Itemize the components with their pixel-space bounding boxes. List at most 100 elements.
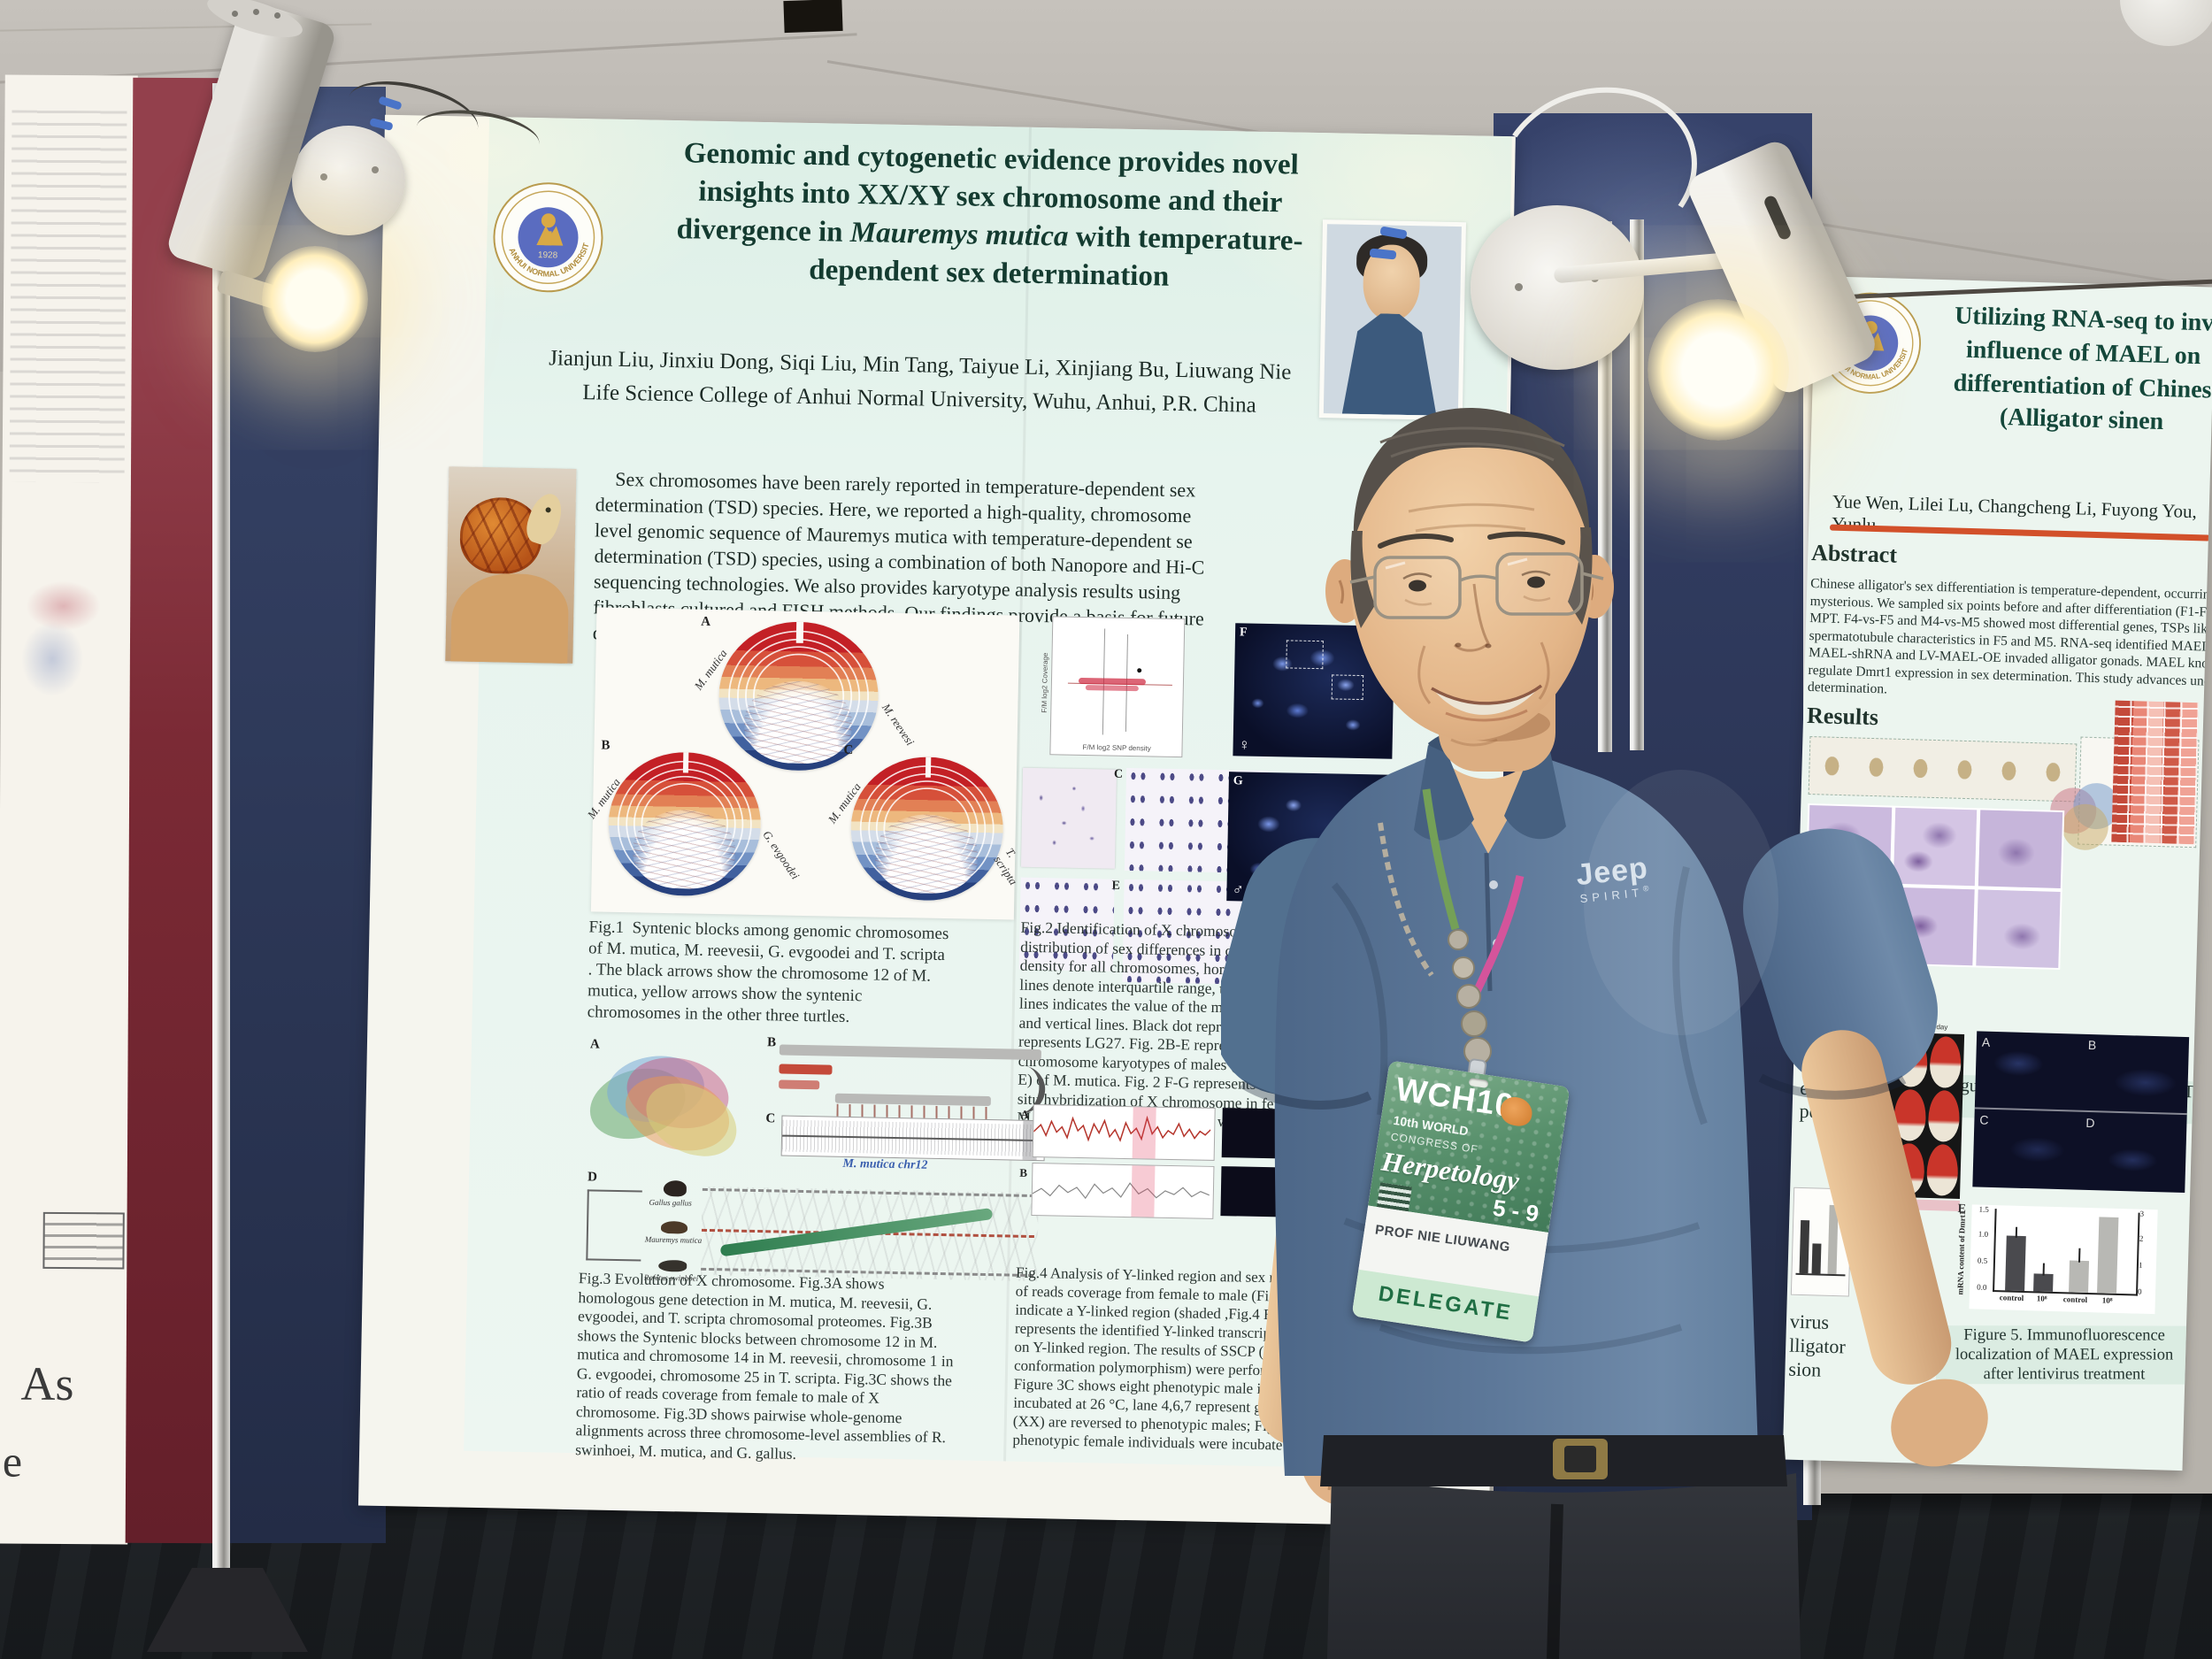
fig1-letter-a: A (701, 614, 711, 629)
poster-title: Genomic and cytogenetic evidence provide… (643, 134, 1336, 299)
title-line3c: with temperature- (1068, 220, 1303, 257)
main-poster: ANHUI NORMAL UNIVERSITY 1928 Genomic and… (357, 114, 1516, 1527)
left-pole (212, 83, 230, 1587)
fig4-trace-a (1033, 1115, 1211, 1142)
conference-badge: WCH10 10th WORLD CONGRESS OF Herpetology… (1351, 1060, 1571, 1343)
fig4-a-band (1132, 1107, 1156, 1159)
fig1-caption: Fig.1 Syntenic blocks among genomic chro… (587, 918, 949, 1026)
fig2-scatter-panel: F/M log2 Coverage F/M log2 SNP density (1041, 616, 1186, 758)
left-poster-legend-box (42, 1211, 125, 1270)
fig3-letter-c: C (765, 1111, 776, 1126)
title-line3b-species: Mauremys mutica (849, 216, 1069, 253)
syn-bar1 (779, 1044, 1041, 1061)
left-poster-figure (9, 534, 118, 713)
fig5-rtick-1: 3 (2139, 1209, 2145, 1218)
left-lamp-plate (292, 126, 405, 235)
glasses (1349, 552, 1604, 619)
fig5-xtick-2: 10⁸ (2036, 1294, 2047, 1303)
fig4-trace-b (1032, 1182, 1210, 1200)
fig5-bar-3 (2069, 1260, 2090, 1294)
left-lamp-cap-hole2 (253, 9, 259, 15)
shirt-logo: Jeep SPIRIT® (1574, 851, 1651, 906)
species-bird (663, 1180, 687, 1197)
syn-bar2b (779, 1079, 820, 1090)
turtle-rock (450, 572, 570, 664)
fig1-letter-c: C (843, 742, 854, 758)
fig4-letter-b: B (1019, 1165, 1028, 1179)
chrome-tube-2 (1630, 219, 1644, 750)
badge-green-section: WCH10 10th WORLD CONGRESS OF Herpetology… (1368, 1060, 1571, 1233)
turtle-photo (445, 466, 577, 664)
circos-a-label-right: M. reevesi (879, 701, 918, 749)
fig5-rtick-3: 1 (2138, 1260, 2143, 1270)
turtle-head (521, 489, 567, 549)
person (1221, 407, 1988, 1659)
syn-bar2 (779, 1064, 833, 1075)
badge-dates: 5 - 9 (1491, 1194, 1541, 1227)
right-heatmap (2111, 700, 2199, 845)
left-poster-textlines (9, 110, 127, 483)
circos-b (607, 750, 763, 898)
fig5-xtick-4: 10⁸ (2101, 1295, 2113, 1305)
species-turtle (660, 1220, 688, 1234)
rv-c3 (2062, 803, 2109, 851)
fluor-letter-d: D (2085, 1115, 2095, 1131)
fig5-bar-4 (2097, 1217, 2119, 1294)
fig5-rtick-4: 0 (2137, 1286, 2142, 1296)
circos-a-notch (796, 621, 803, 643)
badge-name: PROF NIE LIUWANG (1374, 1222, 1511, 1256)
left-lamp-cap-hole1 (232, 11, 238, 17)
fig1-letter-b: B (601, 738, 611, 753)
left-lamp-cap-hole3 (274, 12, 280, 19)
circos-b-label-right: G. evgoodei (760, 827, 803, 882)
fig5-rtick-2: 2 (2139, 1233, 2144, 1243)
logo-year: 1928 (538, 250, 558, 260)
fig4-plot-a (1032, 1104, 1216, 1161)
fluor-letter-b: B (2087, 1037, 2097, 1053)
heatmap-grid (2111, 700, 2199, 845)
turtle-eye (545, 507, 551, 513)
scatter-red2 (1085, 685, 1139, 692)
tree-branch (586, 1189, 642, 1262)
title-line3a: divergence in (676, 212, 851, 249)
species-label-1: Gallus gallus (649, 1197, 692, 1208)
fig3-coverage (780, 1115, 1046, 1162)
circos-c (849, 756, 1005, 902)
karyo-c-letter: C (1113, 767, 1124, 781)
scatter-dot (1137, 668, 1142, 673)
scatter-ylabel: F/M log2 Coverage (1040, 652, 1050, 713)
left-poster-letter-b: e (2, 1436, 23, 1486)
circos-b-notch (682, 752, 689, 773)
species-label-2: Mauremys mutica (644, 1234, 703, 1245)
karyo-e-letter: E (1111, 879, 1121, 893)
fig2-spread-b (1020, 767, 1118, 869)
circos-c-notch (925, 757, 932, 778)
left-lamp-bulb (262, 246, 368, 352)
shirt-logo-reg: ® (1642, 883, 1649, 894)
fig1-panel: A M. mutica M. reevesi B M. mutica G. ev… (585, 607, 1020, 920)
right-lamp-disc-hole1 (1515, 283, 1523, 291)
fig4-plot-b (1031, 1162, 1215, 1219)
right-lamp-bulb (1647, 299, 1789, 441)
fig5-xtick-3: control (2062, 1294, 2088, 1305)
university-logo: ANHUI NORMAL UNIVERSITY 1928 (491, 180, 603, 293)
left-lamp-plate-hole2 (372, 166, 379, 173)
fig3-letter-b: B (766, 1035, 777, 1050)
fig3-venn (581, 1048, 749, 1171)
left-partial-poster: As e (0, 74, 138, 1545)
fig3-caption: Fig.3 Evolution of X chromosome. Fig.3A … (575, 1269, 954, 1463)
scatter-red1 (1078, 677, 1147, 686)
fig4-b-band (1131, 1165, 1156, 1217)
fig5-bar-2 (2033, 1273, 2054, 1292)
person-head (1325, 407, 1614, 772)
person-trousers (1320, 1435, 1801, 1659)
fig4-letter-a: A (1020, 1107, 1030, 1121)
ceiling-gap (783, 0, 843, 34)
fig5-err-2 (2042, 1263, 2045, 1276)
left-poster-letter-a: As (20, 1356, 74, 1411)
right-lamp-disc (1471, 205, 1644, 370)
scatter-xlabel: F/M log2 SNP density (1082, 743, 1151, 753)
left-lamp-plate-hole1 (320, 173, 327, 180)
fig3-chr-label: M. mutica chr12 (842, 1156, 928, 1172)
